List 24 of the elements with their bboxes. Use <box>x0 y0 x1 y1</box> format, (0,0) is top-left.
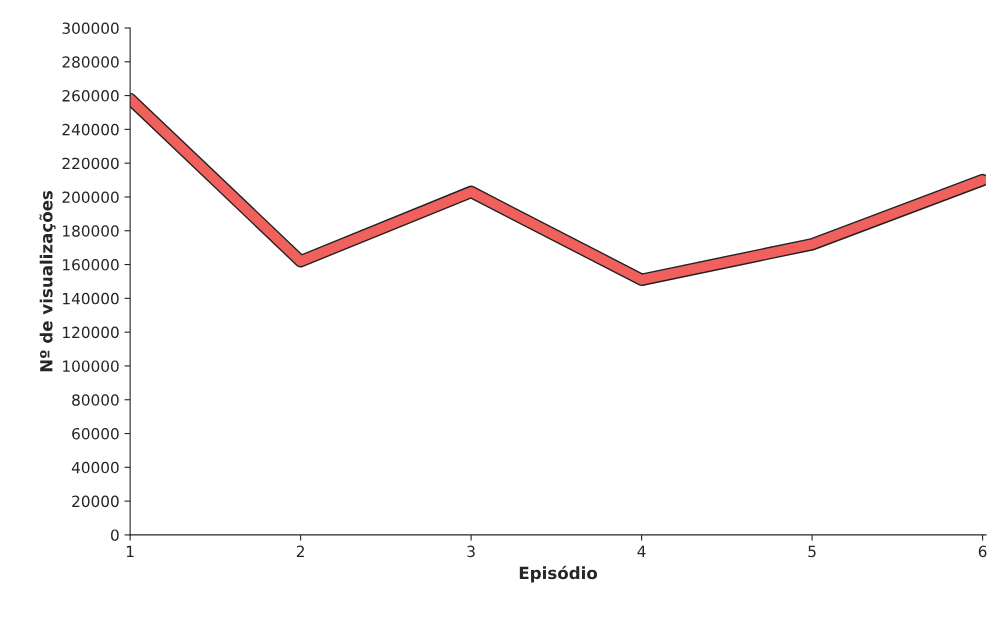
y-tick-label: 160000 <box>63 259 119 271</box>
y-tick-label: 280000 <box>62 56 119 68</box>
y-tick-label: 200000 <box>62 191 119 203</box>
y-tick-label: 80000 <box>72 394 119 406</box>
y-tick-label: 20000 <box>72 495 119 508</box>
y-tick-label: 40000 <box>71 461 119 474</box>
y-tick-label: 240000 <box>62 123 119 136</box>
x-tick-label: 6 <box>978 545 987 558</box>
y-tick-label: 100000 <box>63 360 119 372</box>
y-axis-title: Nº de visualizações <box>39 190 56 372</box>
y-tick-label: 260000 <box>62 90 119 102</box>
x-tick-label: 5 <box>808 545 816 558</box>
x-tick-label: 1 <box>126 545 134 557</box>
y-tick-label: 140000 <box>63 292 119 305</box>
x-axis-title: Episódio <box>519 565 598 583</box>
y-tick-label: 220000 <box>62 157 119 170</box>
y-tick-label: 120000 <box>63 326 119 339</box>
x-tick-label: 2 <box>296 545 304 557</box>
x-tick-label: 4 <box>637 545 646 557</box>
y-tick-label: 300000 <box>62 22 119 35</box>
x-tick-label: 3 <box>467 545 475 558</box>
y-tick-label: 0 <box>111 529 119 541</box>
y-tick-label: 180000 <box>63 225 119 237</box>
y-tick-label: 60000 <box>72 428 119 440</box>
